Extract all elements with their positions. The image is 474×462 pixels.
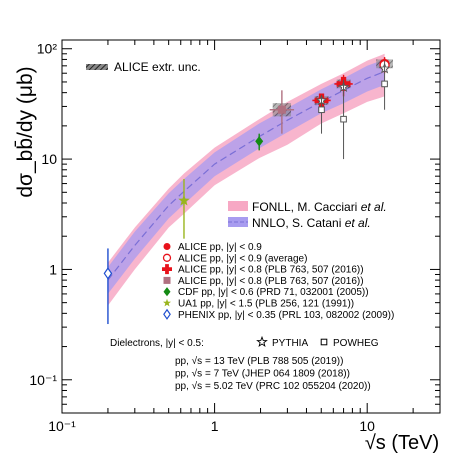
axis-labels: dσ_bb̄/dy (μb) √s (TeV) [14,66,439,454]
y-tick-label: 10⁻¹ [29,372,57,388]
x-axis-label: √s (TeV) [365,432,439,454]
legend-entry: PHENIX pp, |y| < 0.35 (PRL 103, 082002 (… [178,310,394,321]
legend-entry: ALICE pp, |y| < 0.8 (PLB 763, 507 (2016)… [178,276,364,287]
data-points [103,57,393,325]
dielectron-ref: pp, √s = 5.02 TeV (PRC 102 055204 (2020)… [175,380,371,392]
powheg-label: POWHEG [333,338,379,349]
dielectrons-label: Dielectrons, |y| < 0.5: [110,338,204,349]
marker-open-square [320,338,328,346]
marker-square [277,105,286,114]
marker-open-diamond [163,308,171,320]
y-tick-label: 10² [37,41,58,57]
marker-open-circle [162,253,172,262]
legend-entry: ALICE pp, |y| < 0.8 (PLB 763, 507 (2016)… [178,265,364,276]
plot-frame [61,39,441,414]
pythia-label: PYTHIA [272,338,308,349]
dielectron-ref: pp, √s = 13 TeV (PLB 788 505 (2019)) [175,355,343,367]
marker-open-star [256,335,268,347]
marker-open-square [318,106,325,114]
x-tick-label: 10 [359,418,375,434]
unc-label: ALICE extr. unc. [114,60,201,74]
legend-entry: ALICE pp, |y| < 0.9 [178,242,262,253]
theory-label: NNLO, S. Catani et al. [252,216,371,230]
x-tick-label: 1 [211,418,219,434]
marker-square [163,276,171,284]
dielectron-ref: pp, √s = 7 TeV (JHEP 064 1809 (2018)) [175,368,350,380]
band-0 [107,53,385,306]
y-tick-label: 1 [49,261,57,277]
theory-swatch [228,201,248,211]
legend-theory: FONLL, M. Cacciari et al. NNLO, S. Catani… [228,200,387,230]
marker-circle [163,243,171,250]
theory-label: FONLL, M. Cacciari et al. [252,200,387,214]
marker-diamond [163,287,171,297]
legend-unc: ALICE extr. unc. [86,60,201,74]
marker-star [163,298,171,307]
marker-diamond [255,136,264,147]
legend-dielectrons: Dielectrons, |y| < 0.5: PYTHIA POWHEG pp, √… [110,335,379,392]
y-axis-label: dσ_bb̄/dy (μb) [14,66,37,197]
marker-cross [162,264,172,275]
marker-open-diamond [103,267,113,280]
marker-open-square [340,115,347,123]
y-tick-label: 10 [41,151,57,167]
marker-star [178,194,190,206]
axes: 10⁻¹ 1 10 10⁻¹ 1 10 10² [29,40,441,434]
marker-open-square [381,80,388,88]
legend-entry: CDF pp, |y| < 0.6 (PRD 71, 032001 (2005)… [178,287,369,298]
legend-entry: ALICE pp, |y| < 0.9 (average) [178,253,307,264]
unc-hatch-swatch [86,64,108,70]
x-tick-label: 10⁻¹ [48,418,76,434]
legend-entry: UA1 pp, |y| < 1.5 (PLB 256, 121 (1991)) [178,299,354,310]
